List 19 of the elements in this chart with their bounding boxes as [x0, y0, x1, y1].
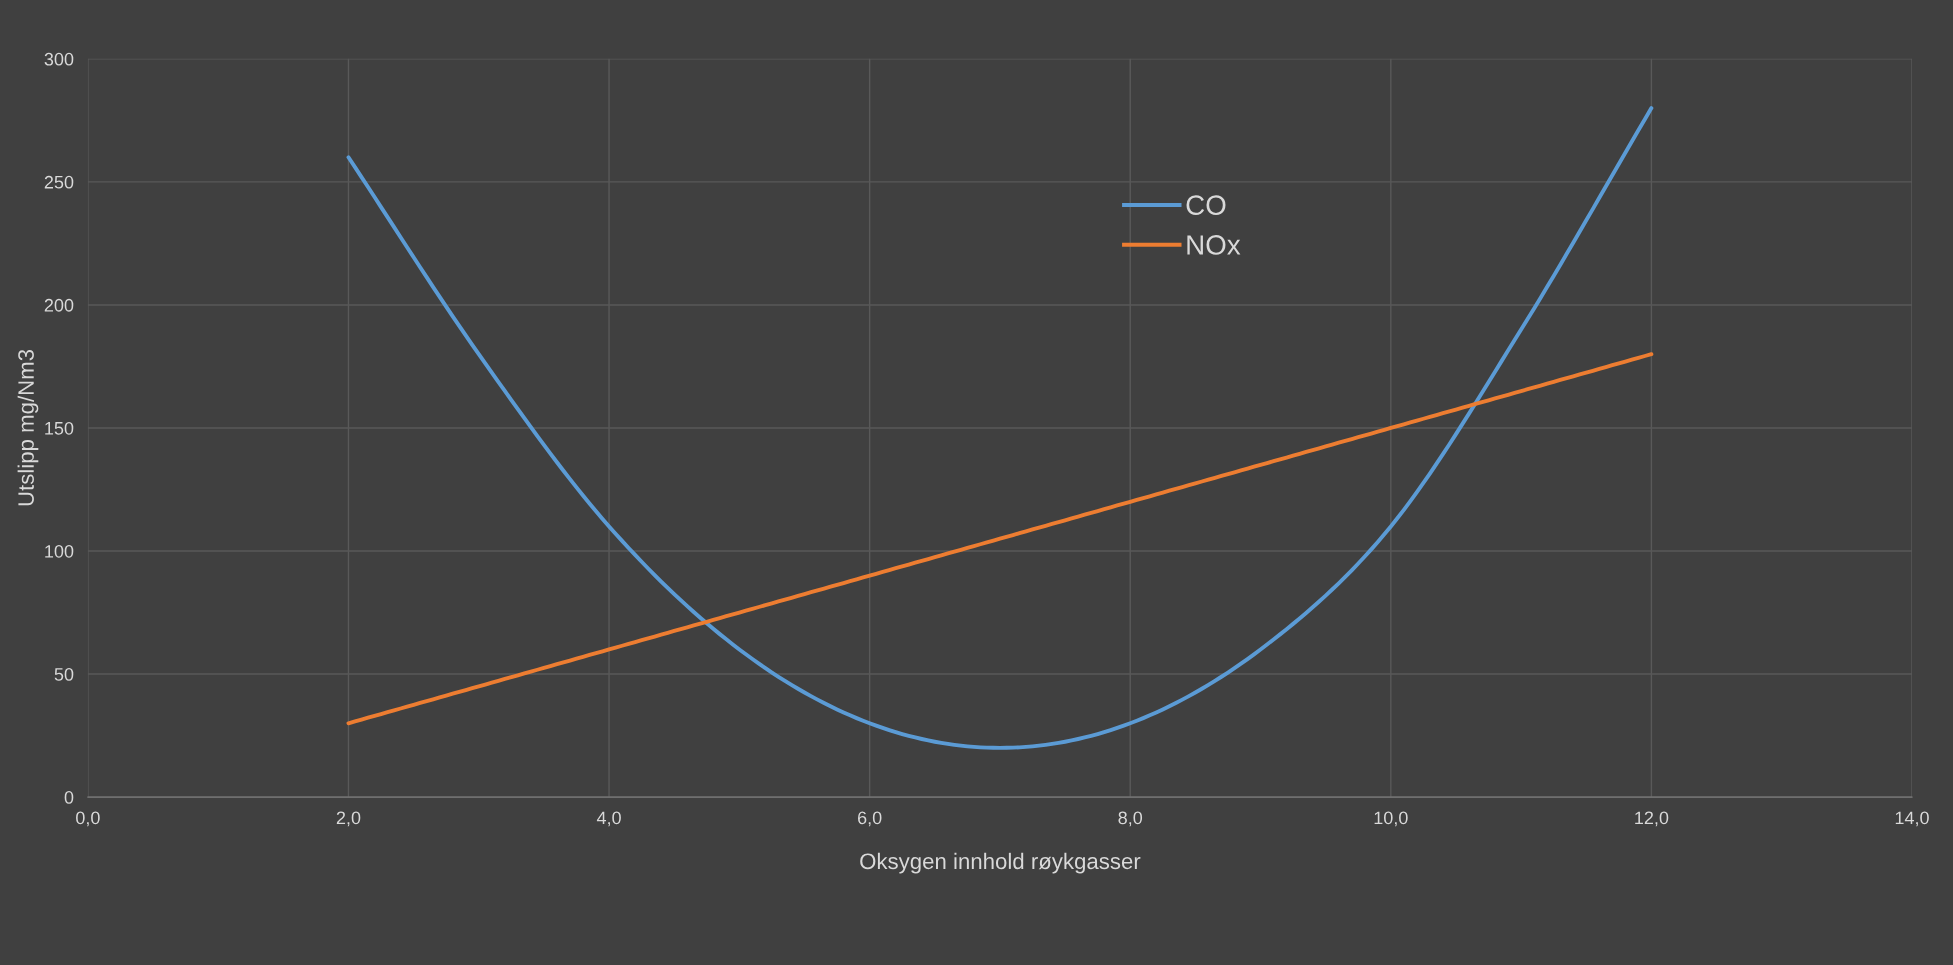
x-tick-label: 6,0: [858, 811, 882, 827]
y-tick-label: 250: [44, 175, 74, 189]
y-tick-label: 200: [44, 298, 74, 312]
y-tick-label: 150: [45, 421, 74, 435]
x-tick-label: 12,0: [1635, 811, 1669, 827]
legend-label: CO: [1186, 195, 1226, 215]
y-axis-title: Utslipp mg/Nm3: [17, 349, 39, 506]
y-tick-label: 300: [44, 52, 74, 66]
y-tick-label: 50: [54, 667, 74, 681]
x-tick-label: 0,0: [76, 811, 100, 827]
y-tick-label: 100: [45, 544, 74, 558]
x-tick-label: 8,0: [1118, 811, 1143, 827]
x-tick-label: 4,0: [596, 811, 621, 827]
x-tick-label: 14,0: [1895, 811, 1929, 827]
y-tick-label: 0: [64, 791, 74, 804]
x-axis-title: Oksygen innhold røykgasser: [860, 852, 1141, 874]
x-tick-label: 10,0: [1374, 811, 1408, 827]
legend-label: NOx: [1187, 235, 1241, 255]
x-tick-label: 2,0: [336, 811, 361, 827]
